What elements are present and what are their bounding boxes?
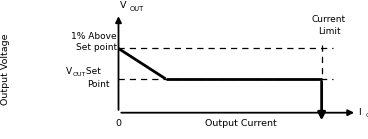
Text: Point: Point [86,80,109,89]
Text: OUT: OUT [130,6,144,12]
Text: 1% Above: 1% Above [71,32,117,41]
Text: Limit: Limit [318,28,340,36]
Text: OUT: OUT [73,72,86,77]
Text: Current: Current [312,15,346,24]
Text: Set: Set [83,67,101,76]
Text: Output Voltage: Output Voltage [1,34,10,105]
Text: 0: 0 [116,119,121,128]
Text: V: V [66,67,72,76]
Text: OUT: OUT [366,113,368,118]
Text: Output Current: Output Current [205,119,276,128]
Text: V: V [120,1,127,10]
Text: I: I [358,108,361,117]
Text: Set point: Set point [76,43,117,52]
